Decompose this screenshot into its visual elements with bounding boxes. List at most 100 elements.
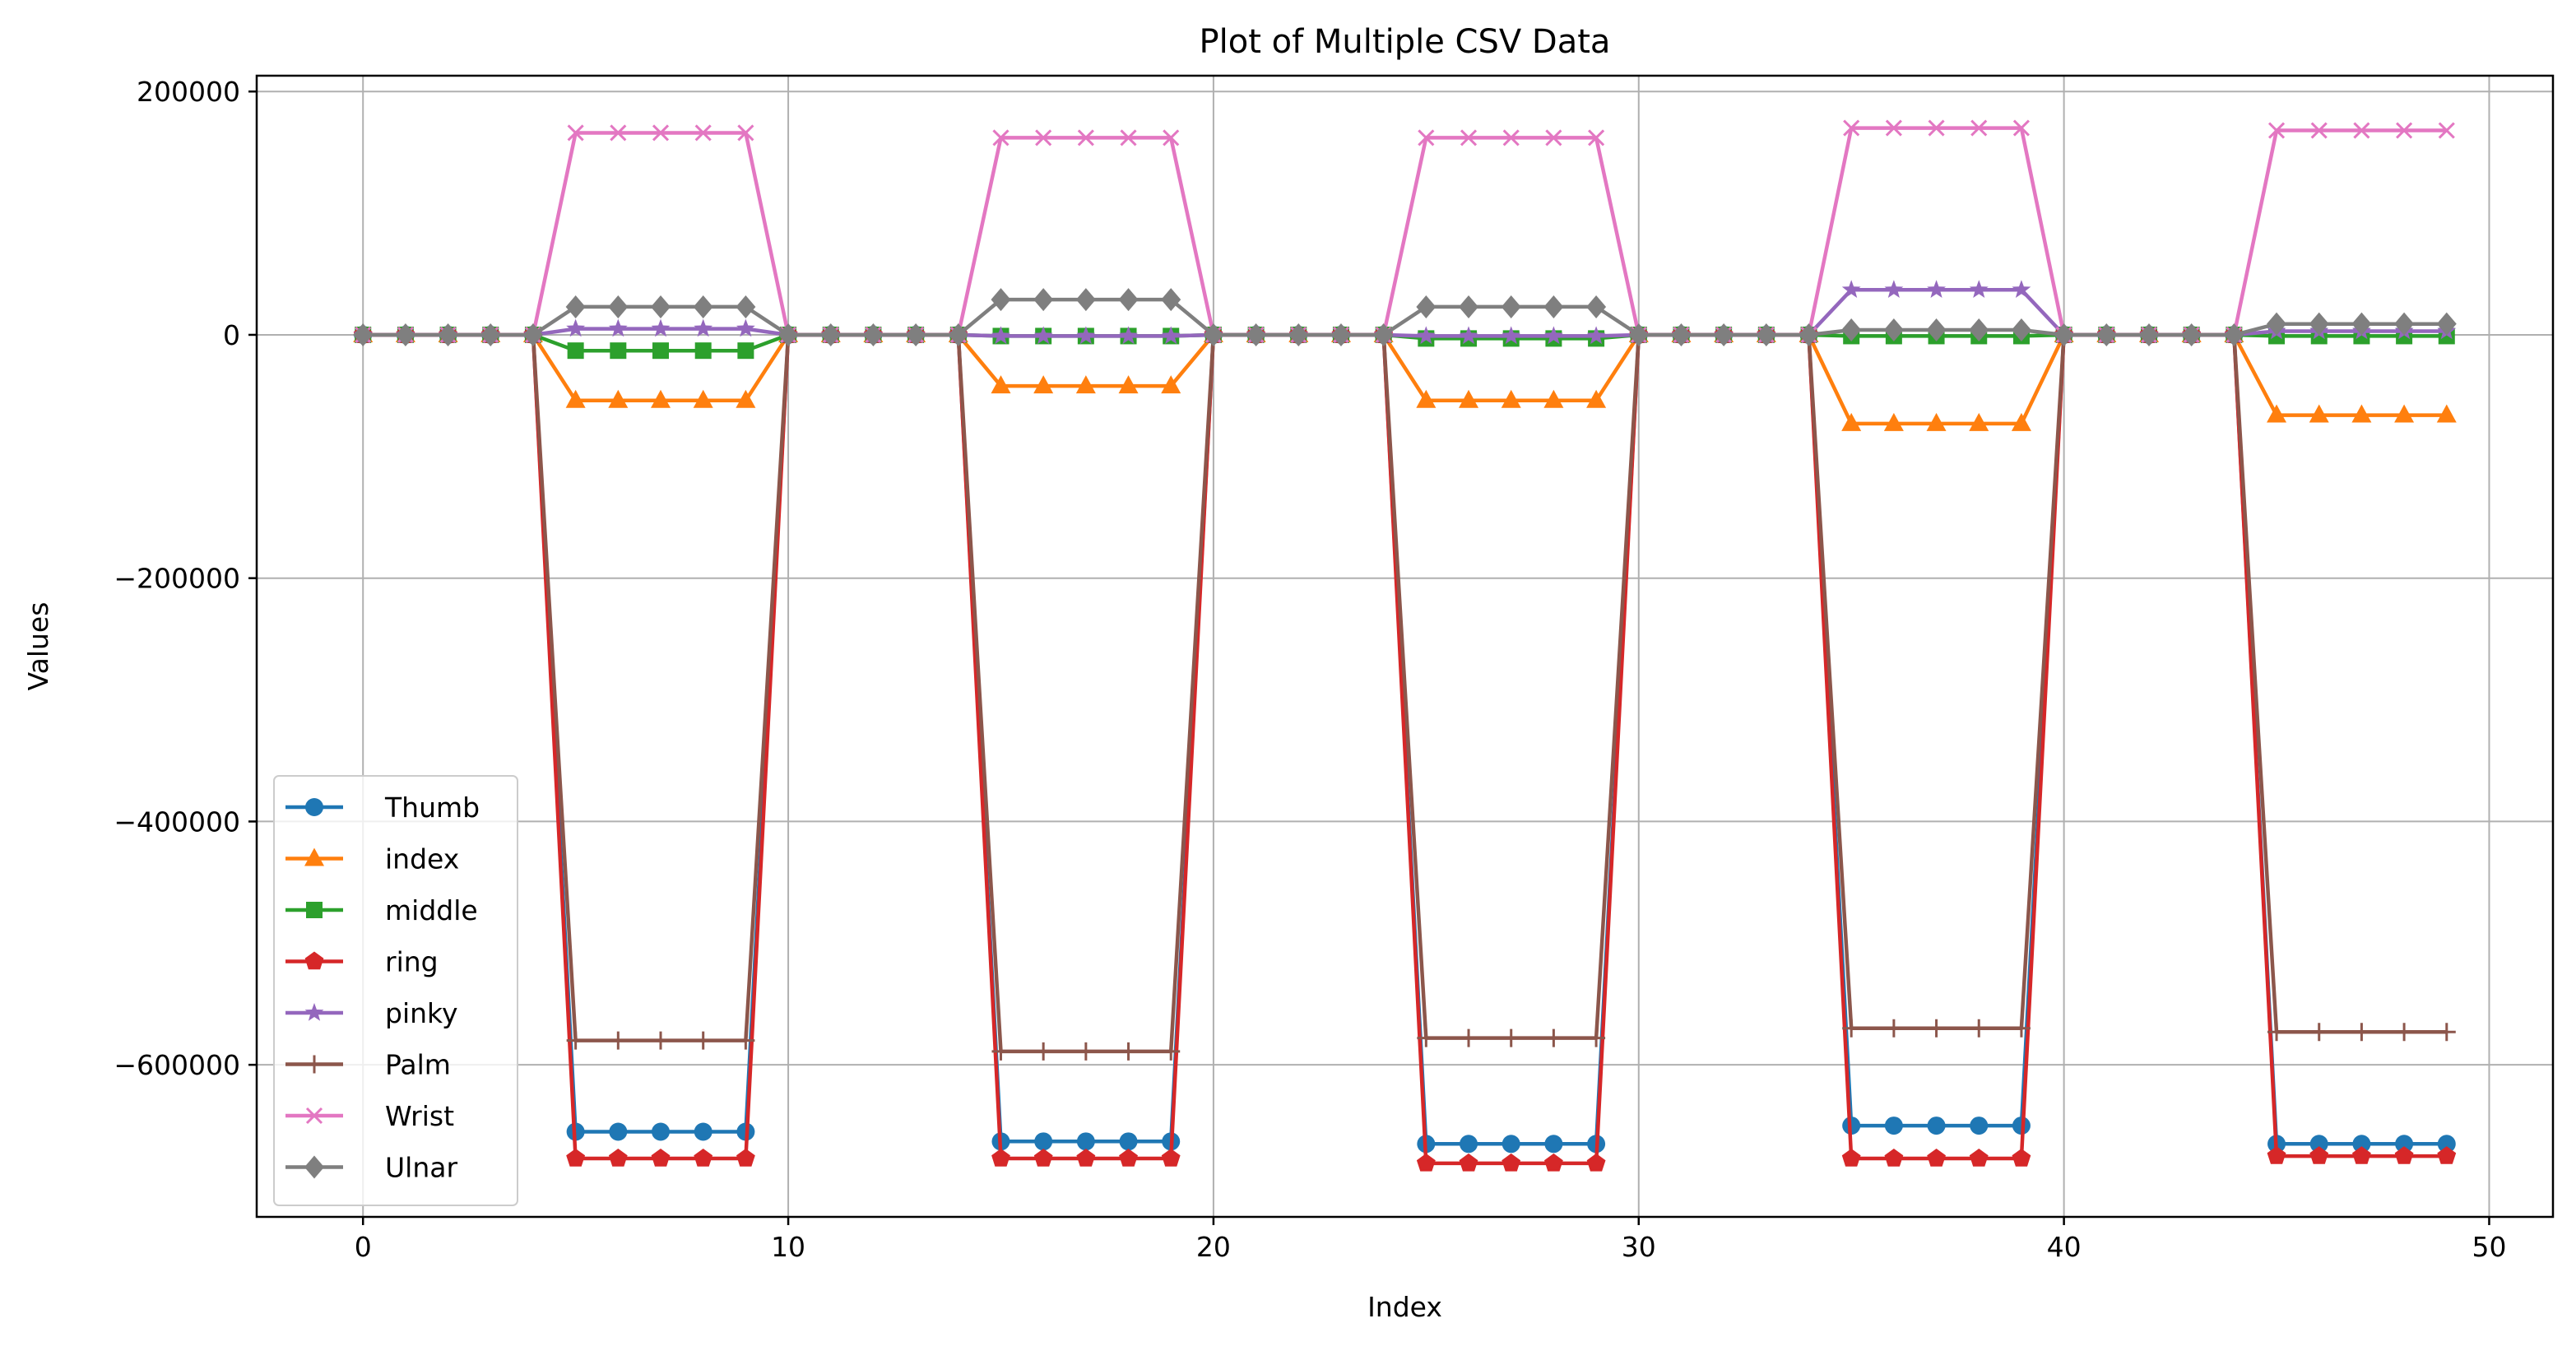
x-tick-label: 40 (2047, 1231, 2082, 1263)
data-point-marker (1502, 1028, 1520, 1047)
data-point-marker (736, 389, 756, 408)
data-point-marker (1203, 323, 1223, 346)
data-point-marker (2353, 122, 2370, 139)
data-point-marker (1544, 1153, 1563, 1172)
data-point-marker (991, 1149, 1010, 1167)
data-point-marker (1076, 1132, 1095, 1151)
y-tick-label: −600000 (114, 1049, 240, 1081)
data-point-marker (1075, 375, 1096, 394)
data-point-marker (1162, 1042, 1181, 1061)
data-point-marker (2437, 1135, 2456, 1154)
data-point-marker (304, 1155, 324, 1179)
data-point-marker (566, 318, 586, 337)
legend-label: ring (385, 946, 439, 978)
y-tick-label: −400000 (114, 805, 240, 838)
data-point-marker (2351, 404, 2372, 423)
legend-item: Palm (285, 1049, 451, 1081)
data-point-marker (991, 1042, 1010, 1061)
data-point-marker (1416, 1153, 1436, 1172)
data-point-marker (1033, 1149, 1053, 1167)
legend-item: index (285, 843, 459, 875)
data-point-marker (608, 389, 629, 408)
legend-label: pinky (385, 997, 458, 1029)
axis-ticks: 0 10 20 30 40 50 200000 0 −200000 −400000 −600000 (114, 76, 2506, 1263)
data-point-marker (1969, 1149, 1989, 1167)
data-point-marker (2011, 318, 2031, 342)
data-point-marker (651, 295, 671, 318)
data-point-marker (2394, 1146, 2414, 1164)
plot-frame (255, 74, 2555, 1219)
data-point-marker (1075, 288, 1096, 312)
data-point-marker (2267, 404, 2287, 423)
data-point-marker (566, 1031, 585, 1050)
data-point-marker (2394, 312, 2415, 336)
data-point-marker (1928, 119, 1945, 137)
x-tick-label: 50 (2472, 1231, 2506, 1263)
data-point-marker (1161, 375, 1181, 394)
data-point-marker (1416, 326, 1436, 345)
x-tick-label: 0 (355, 1231, 372, 1263)
data-point-marker (1459, 295, 1479, 318)
legend: Thumb index middle ring pinky Palm Wrist Ulnar (273, 775, 518, 1206)
legend-label: Wrist (385, 1100, 454, 1132)
data-point-marker (2309, 404, 2329, 423)
legend-item: pinky (285, 997, 458, 1029)
data-point-marker (906, 323, 926, 346)
data-point-marker (2436, 404, 2457, 423)
data-point-marker (2309, 1146, 2329, 1164)
data-point-marker (608, 318, 628, 337)
data-point-marker (1034, 1132, 1053, 1151)
data-point-marker (1884, 1117, 1903, 1135)
data-point-marker (1756, 323, 1776, 346)
data-point-marker (1799, 323, 1819, 346)
data-point-marker (651, 1149, 671, 1167)
data-point-marker (1076, 326, 1096, 345)
data-point-marker (2436, 312, 2457, 336)
data-point-marker (2138, 323, 2159, 346)
data-point-marker (2310, 122, 2328, 139)
data-point-marker (736, 1149, 755, 1167)
data-point-marker (1460, 129, 1478, 146)
data-point-marker (480, 323, 501, 346)
data-point-marker (1459, 326, 1478, 345)
data-point-marker (991, 375, 1011, 394)
data-point-marker (304, 847, 324, 866)
data-point-marker (2011, 412, 2031, 431)
data-point-marker (1587, 1028, 1606, 1047)
data-point-marker (1841, 318, 1862, 342)
data-point-marker (2309, 312, 2329, 336)
data-point-marker (1883, 412, 1904, 431)
data-point-marker (1502, 129, 1520, 146)
data-point-marker (1927, 1019, 1946, 1038)
data-point-marker (2438, 122, 2455, 139)
data-point-marker (651, 318, 671, 337)
data-point-marker (2394, 404, 2415, 423)
data-point-marker (991, 288, 1011, 312)
data-point-marker (1033, 288, 1054, 312)
data-point-marker (1330, 323, 1351, 346)
data-point-marker (608, 295, 629, 318)
data-point-marker (1161, 326, 1181, 345)
data-point-marker (2267, 1023, 2286, 1042)
data-point-marker (863, 323, 884, 346)
series-layer (353, 119, 2457, 1172)
data-point-marker (737, 124, 754, 142)
data-point-marker (1077, 129, 1094, 146)
data-point-marker (652, 124, 670, 142)
data-point-marker (1119, 1132, 1138, 1151)
data-point-marker (948, 323, 968, 346)
data-point-marker (736, 318, 755, 337)
x-tick-label: 20 (1196, 1231, 1231, 1263)
data-point-marker (652, 1031, 671, 1050)
data-point-marker (1459, 1153, 1478, 1172)
data-point-marker (1373, 323, 1394, 346)
data-point-marker (2012, 119, 2031, 137)
data-point-marker (1714, 323, 1734, 346)
legend-label: middle (385, 894, 478, 926)
data-point-marker (1970, 1019, 1989, 1038)
legend-item: Wrist (285, 1100, 454, 1132)
data-point-marker (1843, 119, 1860, 137)
data-point-marker (1502, 1153, 1521, 1172)
data-point-marker (1586, 295, 1607, 318)
